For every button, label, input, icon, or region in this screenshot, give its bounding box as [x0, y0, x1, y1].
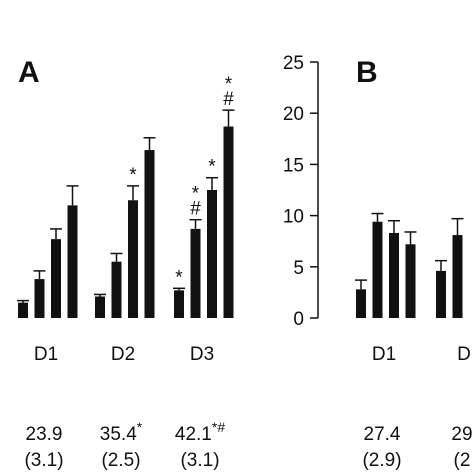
group-label: D2: [111, 344, 135, 365]
bar: [405, 244, 416, 318]
error-bar: [451, 217, 464, 236]
significance-mark: #: [190, 199, 201, 220]
bar: [190, 228, 201, 318]
error-bar: [355, 279, 367, 290]
error-bar: [435, 259, 447, 271]
bar: [452, 235, 463, 318]
error-bar: [388, 219, 400, 234]
mean-value: 29: [451, 424, 472, 445]
bar: [356, 289, 366, 318]
significance-mark: *: [129, 165, 137, 186]
group-label: D: [457, 344, 471, 365]
error-bar: [189, 218, 202, 229]
error-bar: [371, 212, 384, 222]
error-bar: [33, 270, 46, 280]
significance-mark: *: [225, 74, 233, 95]
stat-sd: (2.9): [362, 450, 401, 471]
stat-mean: 29: [451, 424, 472, 445]
mean-superscript: *: [137, 419, 143, 435]
mean-value: 42.1: [175, 424, 212, 445]
stat-mean: 35.4*: [100, 419, 143, 445]
mean-value: 27.4: [364, 424, 401, 445]
significance-mark: *: [175, 267, 183, 288]
group-label: D1: [34, 344, 58, 365]
y-tick-label: 10: [283, 207, 304, 228]
error-bar: [404, 231, 417, 245]
bar: [389, 233, 399, 318]
y-tick-label: 15: [283, 155, 304, 176]
stat-sd: (3.1): [180, 450, 219, 471]
error-bar: [66, 185, 79, 206]
bar: [174, 290, 184, 318]
panel-label: B: [356, 56, 378, 89]
group-label: D3: [190, 344, 214, 365]
bar: [144, 150, 155, 318]
error-bar: [173, 287, 185, 291]
bar: [223, 126, 234, 319]
bar: [95, 296, 105, 318]
bar: [436, 270, 446, 318]
y-tick-label: 0: [293, 309, 304, 330]
error-bar: [17, 299, 29, 303]
y-tick-label: 20: [283, 104, 304, 125]
stat-mean: 42.1*#: [175, 419, 225, 445]
bar: [207, 190, 217, 318]
stat-mean: 27.4: [364, 424, 401, 445]
mean-superscript: *#: [212, 419, 225, 435]
y-tick-label: 25: [283, 53, 304, 74]
stat-sd: (3.1): [24, 450, 63, 471]
bar: [67, 205, 78, 318]
stat-mean: 23.9: [26, 424, 63, 445]
bar: [372, 221, 383, 318]
error-bar: [222, 109, 235, 127]
significance-mark: *: [192, 184, 200, 205]
error-bar: [143, 137, 156, 151]
error-bar: [127, 185, 139, 201]
bar: [128, 200, 138, 318]
panel-label: A: [18, 56, 40, 89]
error-bar: [206, 176, 218, 190]
bar: [18, 302, 28, 318]
group-label: D1: [372, 344, 396, 365]
bar: [51, 239, 61, 318]
error-bar: [94, 293, 106, 297]
bar: [111, 261, 122, 318]
error-bar: [50, 228, 62, 240]
error-bar: [110, 252, 123, 262]
mean-value: 23.9: [26, 424, 63, 445]
mean-value: 35.4: [100, 424, 137, 445]
stat-sd: (2.5): [101, 450, 140, 471]
significance-mark: #: [223, 89, 234, 110]
significance-mark: *: [208, 157, 216, 178]
bar: [34, 279, 45, 318]
y-tick-label: 5: [293, 258, 304, 279]
stat-sd: (2: [454, 450, 471, 471]
